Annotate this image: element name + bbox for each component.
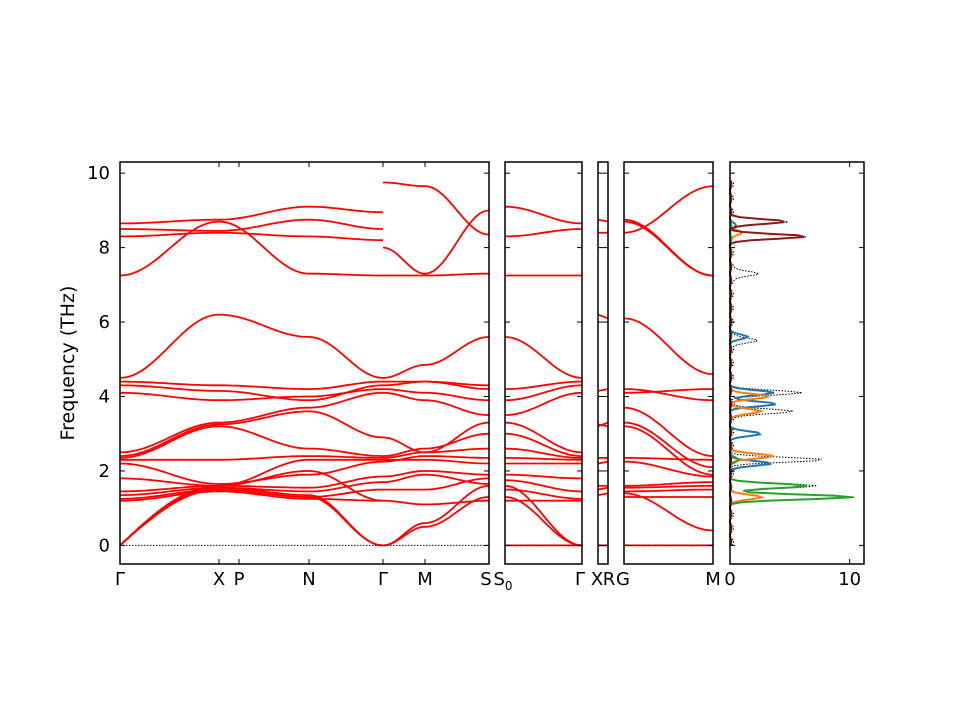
band-line (120, 231, 383, 242)
band-line (505, 457, 582, 461)
y-axis-label: Frequency (THz) (57, 286, 79, 441)
band-line (120, 380, 489, 391)
band-line (382, 209, 489, 275)
band-line (120, 490, 489, 506)
band-line (598, 492, 608, 496)
panel-frame (504, 161, 583, 565)
dos-x-tick-label: 0 (724, 569, 735, 590)
dos-x-tick-label: 10 (838, 569, 861, 590)
band-line (505, 336, 582, 379)
y-tick-label: 8 (99, 238, 110, 259)
band-line (505, 384, 582, 402)
band-line (505, 228, 582, 238)
band-line (505, 421, 582, 454)
y-tick-label: 0 (99, 535, 110, 556)
panel-frame (623, 161, 714, 565)
band-line (120, 410, 489, 457)
band-point-label: M (705, 569, 721, 590)
panel-frame (597, 161, 609, 565)
band-line (598, 218, 608, 223)
band-line (598, 423, 608, 428)
band-line (598, 313, 608, 320)
panel-frame (729, 161, 865, 565)
band-line (598, 486, 608, 491)
band-line (624, 220, 713, 277)
band-line (624, 457, 713, 461)
band-line (120, 220, 489, 277)
y-tick-label: 10 (87, 163, 110, 184)
band-line (505, 473, 582, 480)
band-line (505, 205, 582, 225)
y-tick-label: 2 (99, 461, 110, 482)
band-point-label: X (213, 569, 225, 590)
band-line (505, 380, 582, 390)
band-line (120, 458, 489, 487)
band-line (624, 421, 713, 469)
band-point-label: Γ (115, 569, 125, 590)
y-tick-label: 6 (99, 312, 110, 333)
band-line (624, 484, 713, 489)
band-line (120, 473, 489, 496)
band-line (624, 488, 713, 493)
band-point-label: S (480, 569, 491, 590)
band-line (120, 388, 489, 402)
band-line (505, 496, 582, 547)
band-line (624, 460, 713, 478)
band-line (120, 486, 384, 547)
dos-panel (728, 180, 855, 546)
band-line (120, 477, 489, 500)
band-point-label: M (417, 569, 433, 590)
panel-frame (119, 161, 490, 565)
band-line (505, 391, 582, 416)
band-line (120, 447, 489, 461)
band-line (505, 447, 582, 459)
band-line (624, 425, 713, 476)
band-line (383, 181, 489, 236)
band-point-label: G (616, 569, 630, 590)
band-line (120, 391, 489, 454)
band-line (598, 460, 608, 465)
band-line (382, 496, 489, 547)
band-point-label: Γ (575, 569, 585, 590)
band-line (624, 317, 713, 376)
band-line (624, 185, 713, 234)
dos-projected-line (728, 180, 805, 546)
band-line (120, 313, 489, 379)
band-line (120, 218, 383, 232)
band-point-label: S0 (493, 569, 512, 593)
band-line (624, 388, 713, 402)
band-line (598, 388, 608, 392)
band-line (624, 492, 713, 532)
band-line (624, 388, 713, 394)
axes-frames (119, 161, 865, 565)
band-line (382, 484, 489, 547)
band-line (120, 205, 384, 225)
band-point-label: N (302, 569, 315, 590)
band-structure-panels (120, 181, 713, 547)
band-point-label: R (603, 569, 616, 590)
band-point-label: Γ (378, 569, 388, 590)
band-point-label: P (234, 569, 245, 590)
band-line (505, 488, 582, 500)
band-line (624, 481, 713, 487)
band-point-label: X (591, 569, 603, 590)
band-line (120, 425, 489, 459)
band-line (624, 406, 713, 457)
y-tick-label: 4 (99, 387, 110, 408)
band-line (505, 479, 582, 493)
band-line (120, 455, 489, 485)
band-line (505, 432, 582, 457)
